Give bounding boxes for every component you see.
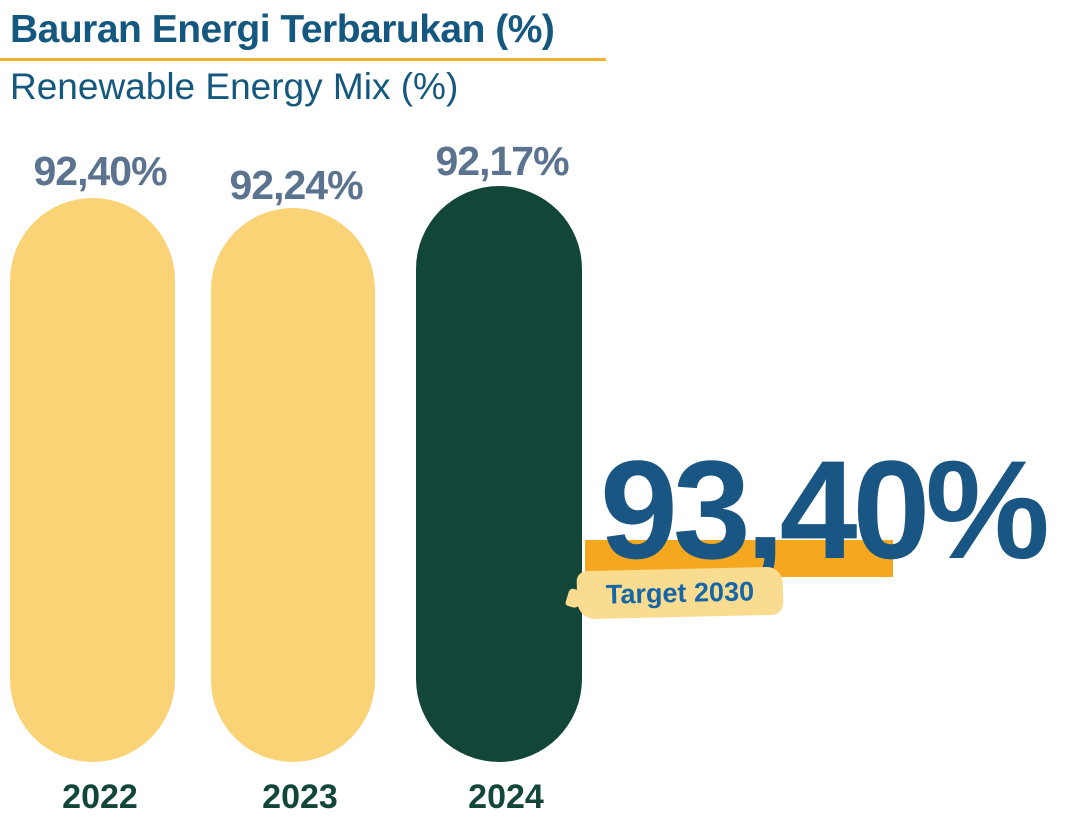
title-divider — [0, 58, 606, 61]
target-2030-highlight: Target 2030 — [576, 566, 784, 620]
value-label-2024: 92,17% — [435, 138, 569, 184]
value-label-2023: 92,24% — [229, 162, 363, 208]
year-label-2024: 2024 — [468, 778, 544, 816]
target-2030-label: Target 2030 — [605, 575, 755, 610]
bar-2022 — [10, 198, 175, 762]
target-value: 93,40% — [600, 431, 1050, 588]
value-label-2022: 92,40% — [33, 148, 167, 194]
year-label-2023: 2023 — [262, 778, 338, 816]
year-label-2022: 2022 — [62, 778, 138, 816]
page-subtitle: Renewable Energy Mix (%) — [10, 66, 459, 107]
bar-2023 — [211, 208, 375, 762]
bar-2024 — [416, 186, 582, 762]
page-title: Bauran Energi Terbarukan (%) — [10, 8, 555, 51]
